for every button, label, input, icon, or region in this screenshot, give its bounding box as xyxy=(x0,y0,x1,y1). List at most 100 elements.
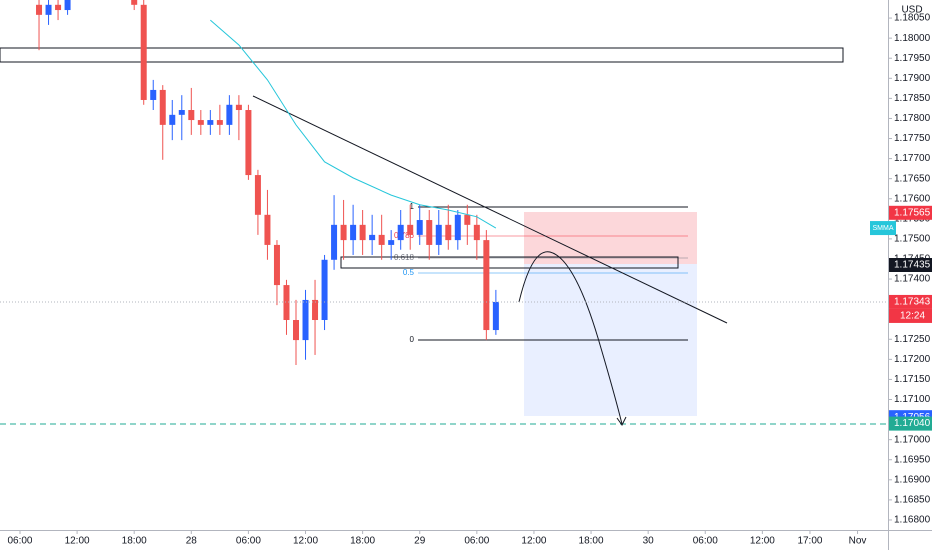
x-tick-label: Nov xyxy=(849,536,867,547)
x-tick-label: 06:00 xyxy=(693,536,718,547)
arrow-head xyxy=(616,416,627,426)
y-tick-label: 1.17750 xyxy=(894,133,931,144)
candle-body xyxy=(150,89,157,100)
candle-body xyxy=(226,104,233,125)
x-tick-label: 12:00 xyxy=(521,536,546,547)
y-tick-label: 1.17100 xyxy=(894,394,931,405)
currency: USD xyxy=(901,5,922,16)
candle-body xyxy=(350,224,357,241)
price-label-bg xyxy=(889,205,932,220)
smma-tag-label: SMMA xyxy=(873,225,894,232)
x-tick-label: 12:00 xyxy=(65,536,90,547)
candle-body xyxy=(207,120,214,125)
candle-body xyxy=(464,214,471,225)
y-tick-label: 1.17700 xyxy=(894,153,931,164)
projection-arrow xyxy=(518,251,623,425)
candle-body xyxy=(273,244,280,286)
price-label: 1.17435 xyxy=(894,260,931,271)
price-label-bg xyxy=(889,416,932,431)
x-tick-label: 06:00 xyxy=(7,536,32,547)
candle-body xyxy=(378,234,385,245)
candle-body xyxy=(483,240,490,331)
candle-body xyxy=(407,224,414,235)
candle-body xyxy=(416,220,423,235)
y-tick-label: 1.18000 xyxy=(894,33,931,44)
candle-body xyxy=(169,114,176,125)
candle-body xyxy=(426,220,433,245)
candle-body xyxy=(312,299,319,321)
y-tick-label: 1.18050 xyxy=(894,13,931,24)
y-tick-label: 1.17150 xyxy=(894,374,931,385)
candle-body xyxy=(45,4,52,15)
fib-label: 1 xyxy=(410,202,415,211)
y-tick-label: 1.16900 xyxy=(894,474,931,485)
countdown-bg xyxy=(889,308,932,323)
y-tick-label: 1.17950 xyxy=(894,53,931,64)
candle-body xyxy=(197,120,204,125)
candle-body xyxy=(64,0,71,11)
y-tick-label: 1.16800 xyxy=(894,515,931,526)
y-tick-label: 1.17900 xyxy=(894,73,931,84)
x-tick-label: 28 xyxy=(186,536,198,547)
x-tick-label: 29 xyxy=(414,536,426,547)
candle-body xyxy=(397,224,404,241)
candle-body xyxy=(359,224,366,241)
candle-body xyxy=(178,110,185,115)
y-tick-label: 1.16850 xyxy=(894,495,931,506)
candle-body xyxy=(131,0,138,5)
countdown: 12:24 xyxy=(900,311,925,322)
candle-body xyxy=(235,104,242,111)
x-tick-label: 18:00 xyxy=(122,536,147,547)
candle-body xyxy=(140,4,147,100)
candle-body xyxy=(369,234,376,241)
price-label: 1.17565 xyxy=(894,207,931,218)
candle-body xyxy=(188,110,195,121)
candle-body xyxy=(492,301,499,331)
candle-body xyxy=(331,224,338,260)
smma-tag xyxy=(870,221,896,236)
candle-body xyxy=(454,214,461,241)
y-tick-label: 1.17400 xyxy=(894,274,931,285)
trend-line xyxy=(252,95,728,324)
x-tick-label: 06:00 xyxy=(236,536,261,547)
fib-label: 0.618 xyxy=(394,253,415,262)
fib-label: 0 xyxy=(410,335,415,344)
candle-body xyxy=(473,224,480,241)
zone-box xyxy=(0,47,844,63)
y-tick-label: 1.16950 xyxy=(894,454,931,465)
candle-body xyxy=(445,224,452,241)
candle-body xyxy=(340,224,347,241)
candle-body xyxy=(264,214,271,245)
candle-body xyxy=(302,299,309,341)
y-tick-label: 1.17800 xyxy=(894,113,931,124)
fib-label: 0.786 xyxy=(394,231,415,240)
y-tick-label: 1.17650 xyxy=(894,173,931,184)
x-tick-label: 06:00 xyxy=(464,536,489,547)
x-tick-label: 18:00 xyxy=(579,536,604,547)
price-label-bg xyxy=(889,294,932,309)
candle-body xyxy=(159,89,166,125)
candle-body xyxy=(36,4,43,15)
y-tick-label: 1.17250 xyxy=(894,334,931,345)
x-tick-label: 30 xyxy=(643,536,655,547)
y-tick-label: 1.17200 xyxy=(894,354,931,365)
candle-body xyxy=(435,224,442,245)
x-tick-label: 18:00 xyxy=(350,536,375,547)
candle-body xyxy=(321,259,328,321)
y-tick-label: 1.17600 xyxy=(894,193,931,204)
y-tick-label: 1.17000 xyxy=(894,434,931,445)
candle-body xyxy=(216,120,223,125)
candle-body xyxy=(293,320,299,341)
x-tick-label: 17:00 xyxy=(797,536,822,547)
x-tick-label: 12:00 xyxy=(293,536,318,547)
x-tick-label: 12:00 xyxy=(750,536,775,547)
price-label-bg xyxy=(889,258,932,272)
candle-body xyxy=(254,175,261,215)
fib-label: 0.5 xyxy=(403,268,415,277)
smma-line xyxy=(210,19,497,229)
level-box xyxy=(340,256,679,269)
y-tick-label: 1.17500 xyxy=(894,234,931,245)
price-label: 1.17040 xyxy=(894,418,931,429)
